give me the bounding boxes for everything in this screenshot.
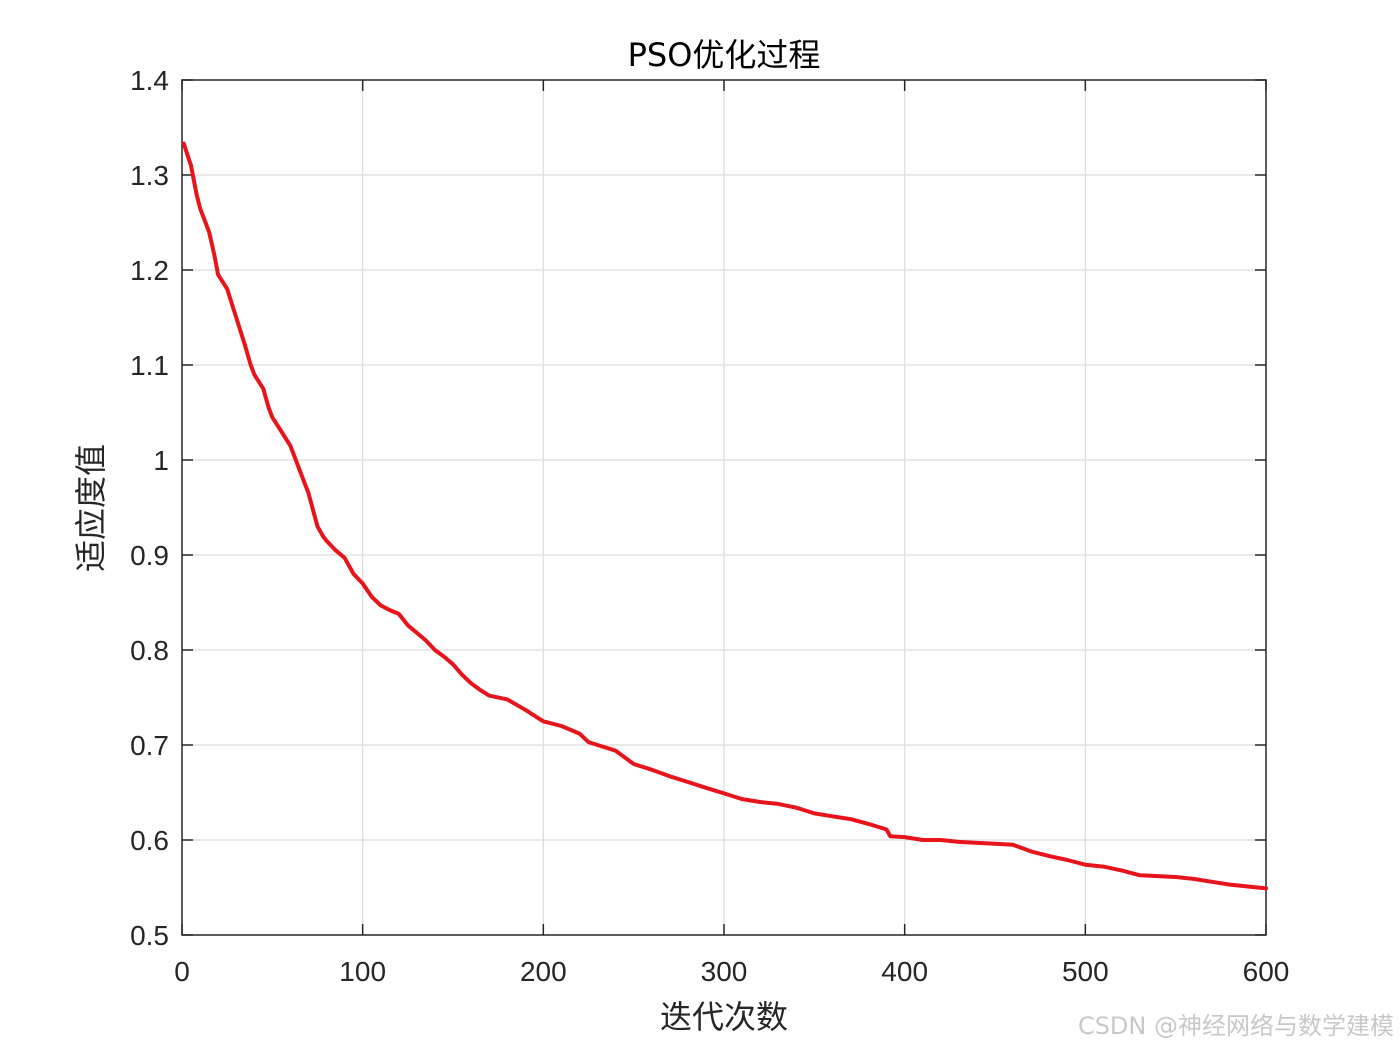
- x-tick-label: 100: [339, 956, 386, 987]
- x-tick-label: 600: [1243, 956, 1290, 987]
- x-tick-label: 400: [881, 956, 928, 987]
- y-tick-label: 0.7: [130, 730, 169, 761]
- y-tick-label: 0.5: [130, 920, 169, 951]
- y-tick-label: 0.9: [130, 540, 169, 571]
- y-tick-label: 1.2: [130, 255, 169, 286]
- y-tick-label: 1.3: [130, 160, 169, 191]
- y-tick-label: 1.4: [130, 65, 169, 96]
- x-tick-label: 200: [520, 956, 567, 987]
- y-tick-labels: 0.5 0.6 0.7 0.8 0.9 1 1.1 1.2 1.3 1.4: [130, 65, 169, 951]
- y-axis-label: 适应度值: [72, 444, 110, 572]
- y-tick-label: 1.1: [130, 350, 169, 381]
- grid: [182, 80, 1266, 935]
- x-axis-label: 迭代次数: [660, 998, 788, 1036]
- watermark: CSDN @神经网络与数学建模: [1078, 1012, 1394, 1040]
- chart-title: PSO优化过程: [628, 36, 821, 74]
- y-tick-label: 0.6: [130, 825, 169, 856]
- fitness-line: [181, 141, 1268, 891]
- x-tick-label: 300: [701, 956, 748, 987]
- x-tick-label: 0: [174, 956, 190, 987]
- x-tick-label: 500: [1062, 956, 1109, 987]
- y-tick-label: 0.8: [130, 635, 169, 666]
- series-layer: [181, 141, 1268, 891]
- x-tick-labels: 0 100 200 300 400 500 600: [174, 956, 1289, 987]
- axis-ticks: [181, 79, 1267, 936]
- y-tick-label: 1: [153, 445, 169, 476]
